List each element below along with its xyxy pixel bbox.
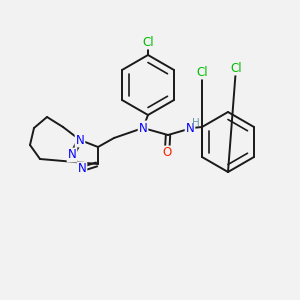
Text: Cl: Cl [142, 35, 154, 49]
Text: N: N [186, 122, 194, 134]
Text: O: O [162, 146, 172, 160]
Text: N: N [68, 148, 76, 161]
Text: H: H [192, 118, 200, 128]
Text: N: N [139, 122, 147, 134]
Text: N: N [78, 163, 86, 176]
Text: Cl: Cl [230, 61, 242, 74]
Text: N: N [76, 134, 84, 146]
Text: Cl: Cl [196, 65, 208, 79]
